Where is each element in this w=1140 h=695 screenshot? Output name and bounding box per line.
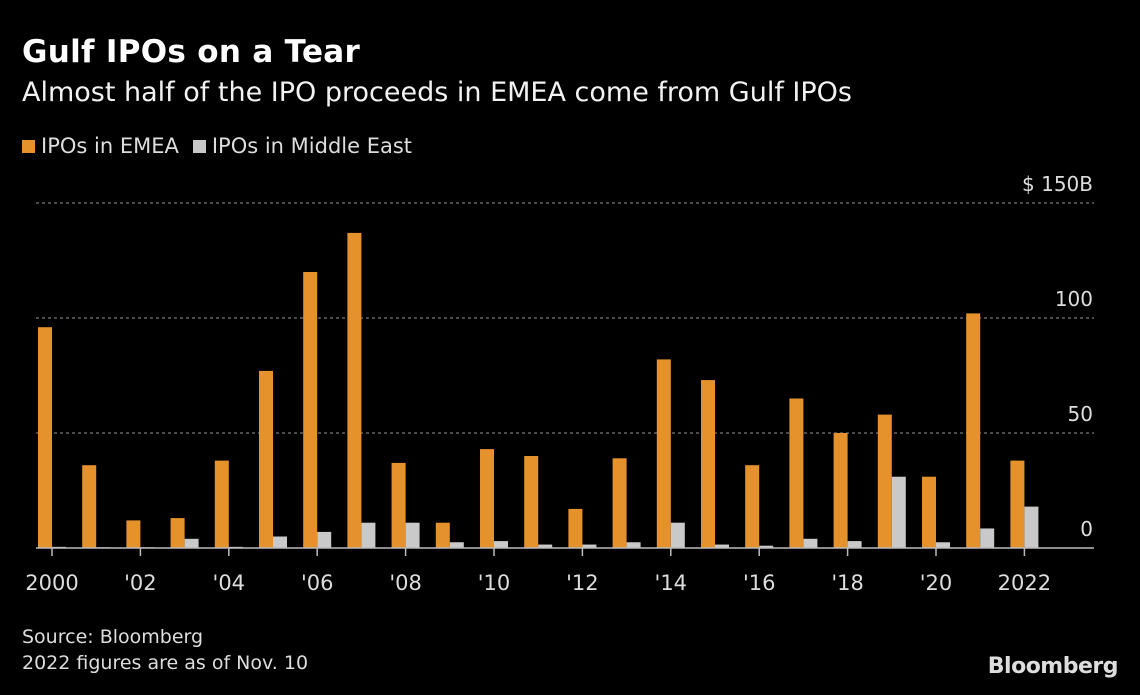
bar-emea-2014: [656, 359, 671, 548]
bar-middle-east-2005: [273, 536, 287, 548]
footnote: Source: Bloomberg 2022 figures are as of…: [22, 624, 308, 676]
legend-swatch-middle-east: [192, 139, 206, 153]
bar-emea-2021: [966, 313, 981, 548]
x-tick-label: '12: [566, 571, 599, 595]
chart-subtitle: Almost half of the IPO proceeds in EMEA …: [22, 77, 852, 108]
bar-emea-2016: [745, 465, 760, 548]
x-tick-label: '08: [389, 571, 422, 595]
x-tick-label: '10: [478, 571, 511, 595]
bar-middle-east-2003: [184, 538, 199, 548]
bar-emea-2012: [568, 508, 583, 548]
bar-emea-2009: [435, 522, 450, 548]
bar-emea-2002: [126, 520, 141, 548]
bar-emea-2013: [612, 458, 627, 548]
bar-middle-east-2016: [759, 545, 774, 548]
y-tick-label: 50: [1068, 402, 1093, 426]
x-tick-label: 2000: [25, 571, 78, 595]
bar-middle-east-2022: [1024, 506, 1039, 548]
bar-emea-2005: [259, 370, 273, 548]
legend: IPOs in EMEA IPOs in Middle East: [22, 134, 412, 158]
bar-emea-2010: [480, 449, 494, 548]
bar-middle-east-2012: [582, 544, 597, 548]
y-tick-label: $ 150B: [1022, 172, 1093, 196]
legend-label-emea: IPOs in EMEA: [41, 134, 179, 158]
bar-emea-2022: [1010, 460, 1025, 548]
y-tick-label: 0: [1080, 517, 1093, 541]
source-text: Source: Bloomberg: [22, 626, 204, 648]
note-text: 2022 figures are as of Nov. 10: [22, 652, 309, 674]
legend-swatch-emea: [22, 139, 35, 153]
bar-emea-2020: [922, 476, 936, 548]
bar-emea-2003: [170, 518, 185, 548]
legend-item-middle-east: IPOs in Middle East: [192, 134, 413, 158]
y-tick-label: 100: [1055, 287, 1093, 311]
bar-emea-2000: [38, 327, 52, 548]
bar-emea-2008: [391, 462, 406, 548]
bar-middle-east-2010: [494, 541, 508, 548]
bar-middle-east-2009: [449, 542, 464, 548]
bar-middle-east-2007: [361, 522, 376, 548]
bar-middle-east-2018: [847, 541, 862, 548]
x-tick-label: '02: [124, 571, 157, 595]
legend-item-emea: IPOs in EMEA: [22, 134, 179, 158]
bar-emea-2019: [877, 414, 892, 548]
bar-emea-2006: [303, 272, 318, 548]
x-tick-label: '18: [831, 571, 864, 595]
bar-middle-east-2019: [891, 476, 906, 548]
bloomberg-logo: Bloomberg: [987, 654, 1119, 679]
bar-middle-east-2006: [317, 531, 332, 548]
x-tick-label: '04: [213, 571, 246, 595]
bar-middle-east-2011: [538, 544, 553, 548]
bar-emea-2017: [789, 398, 804, 548]
bar-emea-2001: [82, 465, 97, 548]
x-tick-label: '20: [920, 571, 953, 595]
x-tick-label: 2022: [998, 571, 1051, 595]
bar-middle-east-2017: [803, 538, 818, 548]
bar-emea-2018: [833, 433, 848, 548]
legend-label-middle-east: IPOs in Middle East: [211, 134, 413, 158]
bar-middle-east-2015: [715, 544, 729, 548]
chart-title: Gulf IPOs on a Tear: [22, 34, 361, 70]
x-tick-label: '16: [743, 571, 776, 595]
x-tick-label: '14: [655, 571, 688, 595]
bar-middle-east-2008: [405, 522, 420, 548]
bar-middle-east-2020: [936, 542, 950, 548]
x-tick-label: '06: [301, 571, 334, 595]
bar-emea-2007: [347, 232, 362, 548]
bar-emea-2015: [701, 380, 715, 548]
bar-middle-east-2021: [980, 528, 995, 548]
bar-emea-2011: [524, 456, 539, 548]
bar-middle-east-2014: [670, 522, 685, 548]
bar-middle-east-2013: [626, 542, 641, 548]
bar-emea-2004: [214, 460, 229, 548]
